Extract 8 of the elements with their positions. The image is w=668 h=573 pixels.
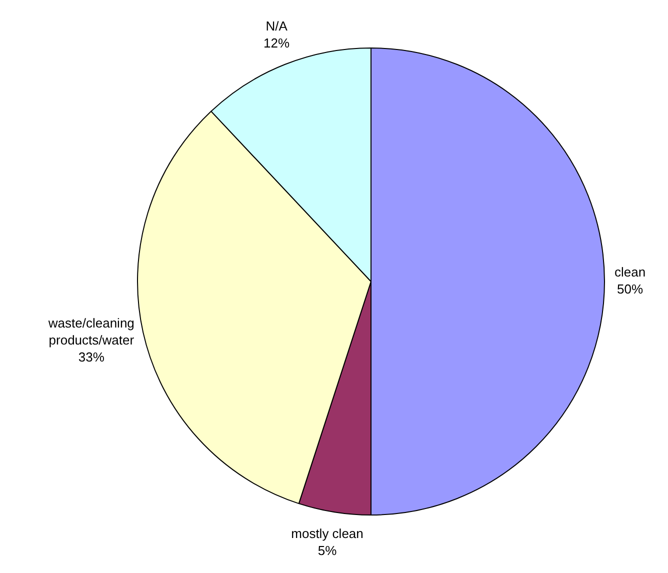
data-label: 33%: [78, 350, 105, 365]
data-label: 50%: [617, 282, 644, 297]
slice-label: N/A: [266, 18, 288, 34]
slice-label: clean: [614, 264, 646, 280]
data-label: 12%: [264, 36, 290, 51]
data-label: 5%: [318, 542, 338, 558]
slice-label: mostly clean: [291, 526, 364, 541]
slice-label: waste/cleaning products/water: [47, 316, 135, 348]
